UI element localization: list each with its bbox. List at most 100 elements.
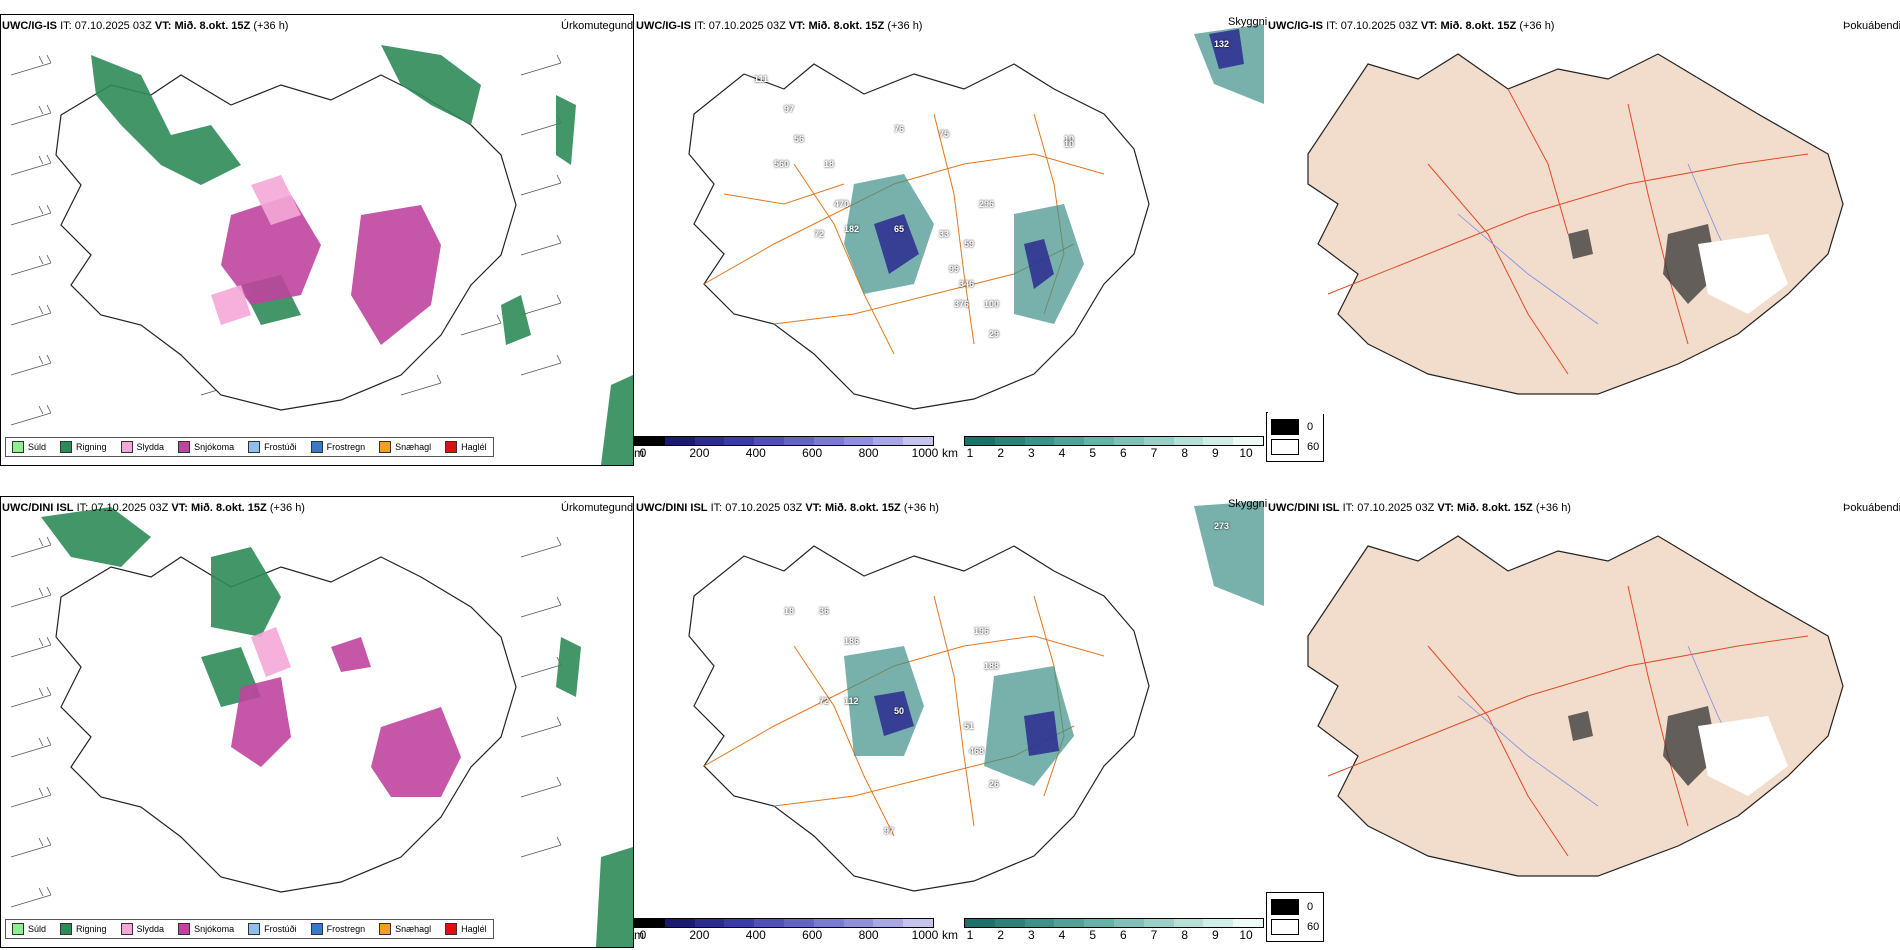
legend-label: Frostregn — [326, 924, 366, 934]
fog-key-row2: 0 60 — [1266, 892, 1325, 942]
colorbar-cell — [783, 919, 814, 927]
legend-item: Snjókoma — [178, 441, 234, 453]
visibility-unit: km — [942, 446, 958, 460]
legend-item: Frostregn — [310, 923, 366, 935]
legend-item: Haglél — [445, 923, 487, 935]
precip-value-label: 76 — [894, 124, 905, 134]
colorbar-cell — [1203, 437, 1234, 445]
colorbar-tick-label: 1 — [966, 928, 974, 942]
cloud-base-areas — [874, 691, 1059, 756]
legend-swatch — [12, 923, 24, 935]
precip-snow-areas — [221, 195, 441, 345]
colorbar-cell — [965, 919, 995, 927]
colorbar-cell — [1173, 919, 1204, 927]
colorbar-cell — [1113, 919, 1144, 927]
colorbar-tick-label: 3 — [1027, 446, 1035, 460]
fog-roads — [1327, 88, 1809, 375]
precip-value-label: 182 — [844, 224, 860, 234]
colorbar-tick-label: 7 — [1150, 446, 1158, 460]
colorbar-tick-label: 400 — [745, 928, 766, 942]
precip-sleet-areas — [251, 627, 291, 677]
fog-key-row: 0 — [1271, 417, 1319, 437]
precip-value-label: 10 — [1064, 139, 1075, 149]
panel-title-cloud-row2: Skyggni — [1228, 498, 1268, 510]
colorbar-cell — [813, 437, 844, 445]
precip-type-map — [10, 507, 633, 947]
fog-panel-row1 — [1268, 14, 1900, 414]
legend-label: Frostúði — [264, 924, 297, 934]
colorbar-tick-label: 6 — [1119, 446, 1127, 460]
colorbar-cell — [994, 919, 1025, 927]
legend-label: Snæhagl — [395, 924, 432, 934]
cloud-base-unit: m — [634, 928, 644, 942]
legend-swatch — [12, 441, 24, 453]
colorbar-tick-label: 400 — [745, 446, 766, 460]
legend-item: Súld — [12, 441, 46, 453]
legend-label: Snæhagl — [395, 442, 432, 452]
colorbar-cell — [1233, 919, 1263, 927]
colorbar-cell — [754, 919, 784, 927]
legend-swatch — [310, 923, 323, 935]
visibility-unit: km — [942, 928, 958, 942]
precip-value-label: 196 — [974, 626, 990, 636]
legend-label: Haglél — [461, 442, 487, 452]
colorbar-cell — [873, 919, 904, 927]
colorbar-tick-label: 200 — [689, 928, 710, 942]
panel-header-row2-a: UWC/DINI ISL IT: 07.10.2025 03Z VT: Mið.… — [2, 502, 305, 514]
precip-value-label: 97 — [884, 826, 895, 836]
precip-type-map — [10, 45, 633, 465]
colorbar-cell — [783, 437, 814, 445]
colorbar-cell — [635, 437, 665, 445]
panel-header-row1-b: UWC/IG-IS IT: 07.10.2025 03Z VT: Mið. 8.… — [636, 20, 923, 32]
colorbar-cell — [1113, 437, 1144, 445]
colorbar-cell — [994, 437, 1025, 445]
fog-key-row: 60 — [1271, 917, 1319, 937]
legend-label: Slydda — [136, 442, 165, 452]
precip-type-legend: Súld Rigning Slydda Snjókoma Frostúði Frostre… — [5, 919, 494, 939]
colorbar-tick-label: 800 — [858, 928, 879, 942]
colorbar-tick-label: 7 — [1150, 928, 1158, 942]
legend-swatch — [248, 923, 261, 935]
legend-swatch — [60, 441, 73, 453]
legend-swatch — [248, 441, 261, 453]
colorbar-cell — [903, 919, 933, 927]
colorbar-cell — [724, 919, 755, 927]
colorbar-cell — [694, 919, 725, 927]
legend-swatch — [445, 923, 458, 935]
cloud-base-map — [688, 24, 1264, 410]
panel-header-row1-a: UWC/IG-IS IT: 07.10.2025 03Z VT: Mið. 8.… — [2, 20, 289, 32]
precip-value-label: 18 — [824, 159, 835, 169]
legend-item: Slydda — [120, 923, 164, 935]
colorbar-tick-label: 8 — [1181, 446, 1188, 460]
iceland-outline — [1307, 53, 1844, 395]
legend-item: Súld — [12, 923, 46, 935]
precip-value-label: 186 — [844, 636, 860, 646]
colorbar-cell — [635, 919, 665, 927]
colorbar-tick-label: 9 — [1211, 446, 1219, 460]
cloud-base-map — [688, 501, 1264, 892]
fog-key-row: 0 — [1271, 897, 1319, 917]
legend-label: Rigning — [76, 924, 107, 934]
visibility-colorbar-row2: 1 2 3 4 5 6 7 8 9 10 km — [942, 918, 1264, 942]
colorbar-tick-label: 0 — [639, 446, 647, 460]
colorbar-tick-label: 800 — [858, 446, 879, 460]
precip-value-label: 470 — [834, 199, 850, 209]
precip-value-label: 72 — [819, 696, 830, 706]
colorbar-cell — [873, 437, 904, 445]
legend-swatch — [120, 923, 133, 935]
colorbar-tick-label: 2 — [997, 928, 1004, 942]
colorbar-cell — [1143, 919, 1174, 927]
legend-swatch — [379, 441, 392, 453]
legend-swatch — [310, 441, 323, 453]
panel-title-precip-row1: Úrkomutegund — [561, 20, 634, 32]
panel-title-fog-row1: Þokuábendi — [1843, 20, 1900, 32]
colorbar-cell — [1143, 437, 1174, 445]
panel-header-row1-c: UWC/IG-IS IT: 07.10.2025 03Z VT: Mið. 8.… — [1268, 20, 1555, 32]
precip-value-label: 75 — [939, 129, 950, 139]
fog-clear-area — [1698, 716, 1788, 796]
colorbar-cell — [813, 919, 844, 927]
fog-map — [1307, 535, 1844, 877]
precip-value-label: 273 — [1214, 521, 1230, 531]
precip-value-label: 56 — [794, 134, 805, 144]
cloud-base-unit: m — [634, 446, 644, 460]
